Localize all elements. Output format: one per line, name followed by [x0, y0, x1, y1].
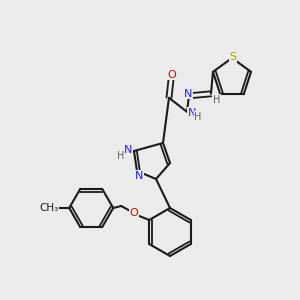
Text: N: N — [124, 145, 132, 155]
Text: H: H — [117, 151, 125, 161]
Text: N: N — [184, 89, 192, 99]
Text: O: O — [168, 70, 176, 80]
Text: H: H — [194, 112, 202, 122]
Text: H: H — [213, 95, 221, 105]
Text: N: N — [135, 171, 143, 181]
Text: S: S — [230, 52, 237, 62]
Text: O: O — [130, 208, 139, 218]
Text: CH₃: CH₃ — [40, 203, 59, 213]
Text: N: N — [188, 108, 196, 118]
